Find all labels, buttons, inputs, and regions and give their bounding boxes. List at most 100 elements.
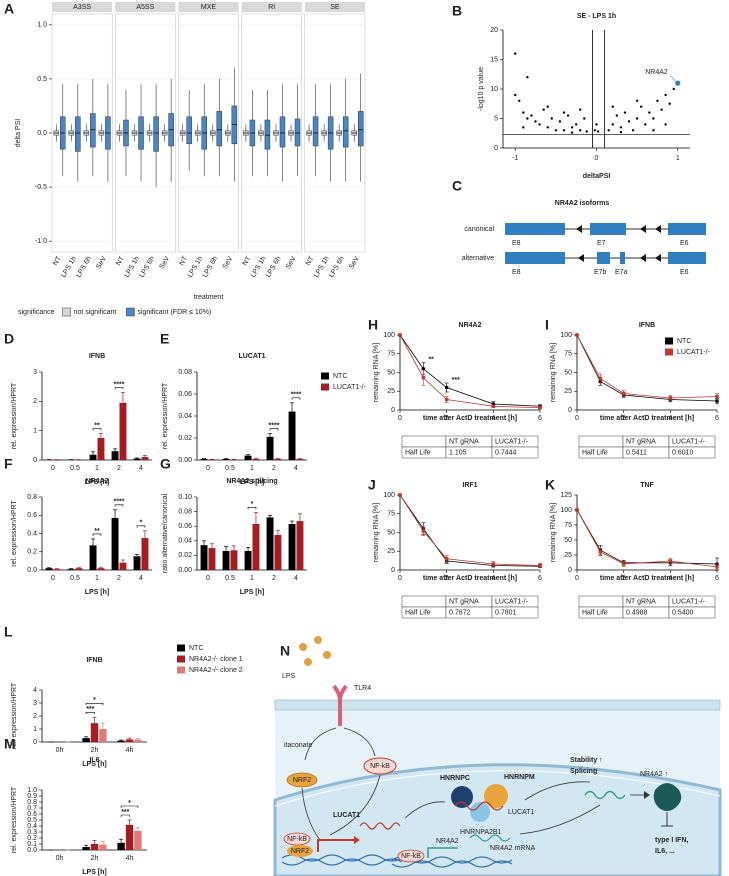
legend-label: NR4A2-/- clone 1	[189, 656, 243, 663]
bar	[53, 569, 61, 570]
y-tick-label: 100	[383, 332, 395, 339]
arrow	[301, 774, 381, 841]
x-axis-label: LPS [h]	[82, 761, 107, 768]
point	[715, 565, 719, 569]
y-tick-label: 1	[33, 428, 37, 435]
table-text: 0.7801	[495, 609, 517, 616]
x-tick-label: NT	[242, 255, 253, 267]
bar	[200, 458, 208, 460]
x-tick-label: 2h	[91, 747, 99, 754]
y-tick-label: -0.5	[35, 184, 47, 191]
lncrna	[454, 801, 504, 811]
highlight-label: NR4A2	[645, 69, 668, 76]
table-text: NT gRNA	[449, 438, 479, 445]
facet-label: A5SS	[136, 4, 154, 11]
y-tick-label: 0	[33, 739, 37, 746]
x-tick-label: -1	[512, 155, 518, 162]
table-cell	[578, 435, 624, 448]
nrf2-protein	[287, 845, 313, 857]
table-text: Half Life	[405, 449, 431, 456]
x-tick-label: 1	[250, 465, 254, 472]
table-text: LUCAT1-/-	[495, 598, 529, 605]
y-tick-label: 1.0	[37, 22, 47, 29]
panel-label: C	[452, 178, 462, 194]
arrow	[304, 727, 376, 761]
y-tick-label: 100	[560, 332, 572, 339]
bar	[89, 545, 97, 570]
diagram-title: NR4A2 isoforms	[555, 200, 610, 207]
lncrna	[359, 822, 401, 830]
direction-arrows	[578, 254, 661, 262]
point	[598, 550, 603, 554]
transcription-arrow	[427, 847, 458, 858]
point	[570, 131, 574, 134]
y-tick-label: 50	[564, 537, 572, 544]
x-tick-label: 6	[715, 415, 719, 422]
bar	[134, 830, 142, 850]
box	[90, 113, 96, 148]
table-cell	[578, 595, 624, 608]
lps-dot	[299, 643, 307, 651]
x-tick-label: LPS 6h	[202, 255, 220, 278]
point	[660, 108, 663, 111]
pathway-label: LUCAT1	[508, 809, 534, 816]
pathway-label: HNRNPC	[440, 775, 470, 782]
table-cell	[401, 595, 447, 608]
panel-label: A	[4, 1, 14, 17]
point	[558, 120, 562, 123]
point	[575, 333, 579, 337]
exon-label: E8	[512, 269, 521, 276]
y-tick-label: 0.08	[178, 508, 192, 515]
y-tick-label: 0.5	[37, 76, 47, 83]
y-tick-label: 3	[33, 700, 37, 707]
y-tick-label: 75	[564, 351, 572, 358]
point	[562, 111, 566, 114]
x-tick-label: 4h	[126, 855, 134, 862]
point	[621, 562, 626, 566]
point	[574, 123, 578, 126]
exon-label: E8	[512, 240, 521, 247]
x-tick-label: 0.5	[70, 465, 80, 472]
point	[619, 130, 623, 134]
pathway-label: type I IFN,	[655, 837, 689, 844]
pathway-label: IL6, ...	[655, 848, 675, 855]
y-tick-label: 0.2	[27, 549, 37, 556]
point	[579, 108, 582, 111]
legend-swatch	[321, 383, 329, 391]
point	[652, 117, 655, 120]
table-cell	[668, 446, 716, 459]
pathway-label: NF-kB	[287, 836, 307, 843]
y-tick-label: 100	[560, 507, 572, 514]
y-tick-label: 0.8	[27, 494, 37, 501]
bar	[45, 568, 53, 570]
point	[644, 123, 647, 126]
table-text: NT gRNA	[449, 598, 479, 605]
x-tick-label: 0h	[56, 855, 64, 862]
significance-bracket	[92, 533, 102, 536]
bar	[288, 524, 296, 570]
table-text: 0.5400	[672, 609, 694, 616]
legend-swatch	[177, 655, 185, 663]
point	[538, 563, 542, 568]
arrow	[524, 781, 591, 801]
x-axis-label: time after ActD treatment [h]	[600, 575, 694, 582]
panel-label: I	[545, 317, 549, 333]
isoform-name: alternative	[462, 255, 494, 262]
box	[357, 111, 364, 147]
facet-strip	[115, 2, 176, 12]
chart-title: IFNB	[86, 657, 102, 664]
bar	[117, 842, 125, 850]
panel-label: B	[452, 3, 462, 19]
point	[562, 129, 566, 132]
point	[566, 114, 570, 117]
point	[585, 130, 588, 133]
chart-title: IFNB	[639, 322, 655, 329]
y-tick-label: 5	[494, 115, 498, 122]
x-tick-label: 1	[95, 465, 99, 472]
x-tick-label: 1	[95, 575, 99, 582]
x-tick-label: 0	[575, 415, 579, 422]
pathway-label: NF-kB	[370, 763, 390, 770]
x-tick-label: 0	[398, 575, 402, 582]
pathway-label: TLR4	[354, 685, 371, 692]
table-text: 1.105	[449, 449, 467, 456]
